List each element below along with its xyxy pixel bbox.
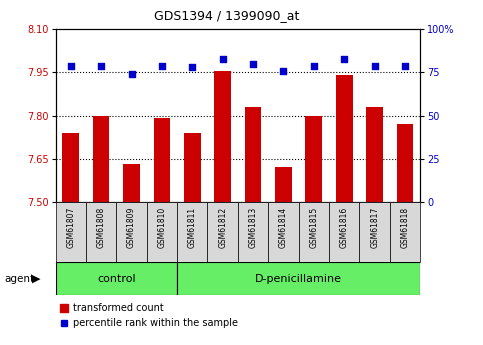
Text: GSM61811: GSM61811	[188, 207, 197, 248]
Text: GSM61813: GSM61813	[249, 207, 257, 248]
Bar	[62, 133, 79, 202]
Legend: transformed count, percentile rank within the sample: transformed count, percentile rank withi…	[60, 303, 238, 328]
Point	[188, 65, 196, 70]
Bar	[298, 202, 329, 262]
Bar	[177, 262, 420, 295]
Bar	[397, 124, 413, 202]
Text: GSM61808: GSM61808	[97, 207, 106, 248]
Point	[371, 63, 379, 68]
Bar	[329, 202, 359, 262]
Text: GSM61809: GSM61809	[127, 207, 136, 248]
Bar	[116, 202, 147, 262]
Bar	[123, 165, 140, 202]
Bar	[275, 167, 292, 202]
Text: GSM61817: GSM61817	[370, 207, 379, 248]
Bar	[93, 116, 110, 202]
Point	[128, 71, 135, 77]
Point	[341, 56, 348, 61]
Point	[219, 56, 227, 61]
Text: D-penicillamine: D-penicillamine	[255, 274, 342, 284]
Point	[158, 63, 166, 68]
Text: agent: agent	[5, 274, 35, 284]
Bar	[359, 202, 390, 262]
Bar	[177, 202, 208, 262]
Bar	[214, 71, 231, 202]
Text: GDS1394 / 1399090_at: GDS1394 / 1399090_at	[155, 9, 299, 22]
Bar	[390, 202, 420, 262]
Bar	[208, 202, 238, 262]
Bar	[147, 202, 177, 262]
Point	[401, 63, 409, 68]
Point	[280, 68, 287, 73]
Bar	[305, 116, 322, 202]
Bar	[86, 202, 116, 262]
Text: GSM61818: GSM61818	[400, 207, 410, 248]
Point	[249, 61, 257, 67]
Bar	[154, 118, 170, 202]
Text: GSM61810: GSM61810	[157, 207, 167, 248]
Point	[67, 63, 74, 68]
Bar	[336, 75, 353, 202]
Point	[97, 63, 105, 68]
Text: ▶: ▶	[32, 274, 41, 284]
Bar	[366, 107, 383, 202]
Text: GSM61807: GSM61807	[66, 207, 75, 248]
Point	[310, 63, 318, 68]
Bar	[238, 202, 268, 262]
Text: GSM61815: GSM61815	[309, 207, 318, 248]
Text: GSM61816: GSM61816	[340, 207, 349, 248]
Bar	[56, 202, 86, 262]
Bar	[245, 107, 261, 202]
Text: GSM61812: GSM61812	[218, 207, 227, 248]
Bar	[268, 202, 298, 262]
Bar	[184, 133, 200, 202]
Text: control: control	[97, 274, 136, 284]
Bar	[56, 262, 177, 295]
Text: GSM61814: GSM61814	[279, 207, 288, 248]
